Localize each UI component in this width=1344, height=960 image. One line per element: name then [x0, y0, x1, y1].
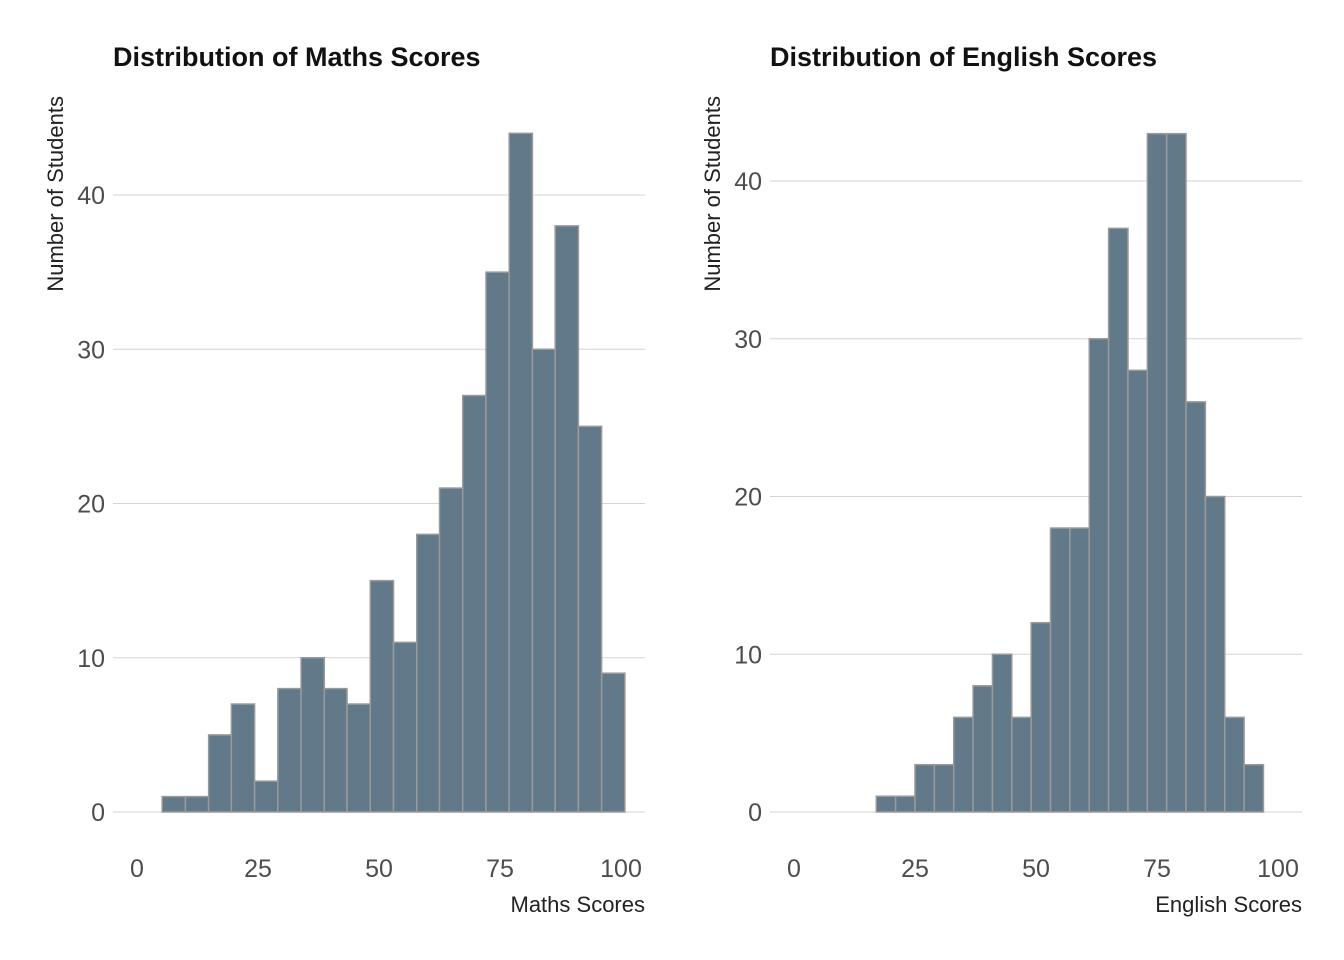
maths-bar-15: [508, 132, 534, 813]
english-y-tick-label: 40: [734, 168, 762, 196]
english-bar-1: [894, 795, 916, 813]
english-bar-6: [991, 653, 1013, 813]
english-bar-13: [1127, 369, 1149, 813]
english-bar-19: [1243, 763, 1265, 813]
maths-x-tick-label: 100: [600, 855, 642, 883]
maths-bar-2: [207, 734, 233, 813]
english-y-tick-label: 0: [748, 799, 762, 827]
english-x-tick-label: 50: [1022, 855, 1050, 883]
maths-bar-14: [485, 271, 510, 813]
english-bar-12: [1107, 227, 1129, 813]
maths-y-tick-label: 30: [77, 336, 105, 364]
maths-y-tick-label: 40: [77, 182, 105, 210]
maths-bar-19: [600, 672, 626, 813]
maths-y-tick-label: 0: [91, 799, 105, 827]
maths-x-tick-label: 0: [130, 855, 144, 883]
maths-bar-3: [230, 703, 256, 813]
maths-bar-17: [554, 225, 580, 813]
maths-y-tick-label: 10: [77, 645, 105, 673]
english-y-tick-label: 20: [734, 484, 762, 512]
maths-bar-16: [531, 348, 556, 813]
english-histogram-panel: 0 10 20 30 40 0 25 50 75 100 Distribution of Engli…: [672, 0, 1344, 960]
english-bar-7: [1011, 716, 1032, 813]
english-bar-10: [1069, 527, 1090, 813]
maths-bar-5: [277, 687, 302, 813]
maths-bar-11: [416, 533, 441, 813]
maths-bar-12: [438, 487, 464, 813]
english-bar-9: [1049, 527, 1071, 813]
english-bar-5: [972, 685, 994, 813]
english-bar-8: [1030, 621, 1052, 813]
maths-x-tick-label: 75: [486, 855, 514, 883]
english-y-axis-label: Number of Students: [700, 96, 725, 292]
maths-bar-18: [577, 425, 603, 813]
english-bar-15: [1165, 132, 1187, 813]
english-chart-title: Distribution of English Scores: [770, 42, 1157, 72]
maths-bar-13: [461, 394, 487, 813]
maths-histogram: 0 10 20 30 40 0 25 50 75 100 Distribution of Maths…: [43, 42, 646, 917]
maths-x-tick-label: 50: [365, 855, 393, 883]
english-bar-0: [875, 795, 897, 813]
english-bar-16: [1185, 401, 1207, 813]
maths-histogram-panel: 0 10 20 30 40 0 25 50 75 100 Distribution of Maths…: [43, 42, 646, 917]
maths-x-tick-label: 25: [244, 855, 272, 883]
maths-y-axis-label: Number of Students: [43, 96, 68, 292]
english-bar-11: [1088, 338, 1110, 813]
maths-bar-1: [184, 795, 210, 813]
maths-y-tick-label: 20: [77, 491, 105, 519]
english-x-tick-label: 25: [901, 855, 929, 883]
english-bar-3: [933, 763, 955, 813]
english-histogram: 0 10 20 30 40 0 25 50 75 100 Distribution of Engli…: [700, 42, 1302, 917]
english-x-tick-label: 75: [1143, 855, 1171, 883]
english-y-tick-label: 10: [734, 641, 762, 669]
english-bar-4: [952, 716, 974, 813]
maths-x-axis-label: Maths Scores: [511, 892, 646, 917]
maths-bar-6: [300, 657, 326, 813]
english-y-tick-label: 30: [734, 326, 762, 354]
maths-bar-10: [392, 641, 418, 813]
maths-chart-title: Distribution of Maths Scores: [113, 42, 481, 72]
english-bar-18: [1224, 716, 1245, 813]
maths-bar-8: [346, 703, 372, 813]
maths-bar-0: [161, 795, 187, 813]
maths-bar-7: [323, 687, 348, 813]
english-x-tick-label: 100: [1257, 855, 1299, 883]
english-bar-2: [914, 763, 936, 813]
english-x-tick-label: 0: [787, 855, 801, 883]
english-x-axis-label: English Scores: [1155, 892, 1302, 917]
maths-bar-4: [253, 780, 279, 813]
english-bar-14: [1146, 132, 1168, 813]
maths-bar-9: [369, 579, 395, 813]
english-bar-17: [1204, 495, 1226, 813]
